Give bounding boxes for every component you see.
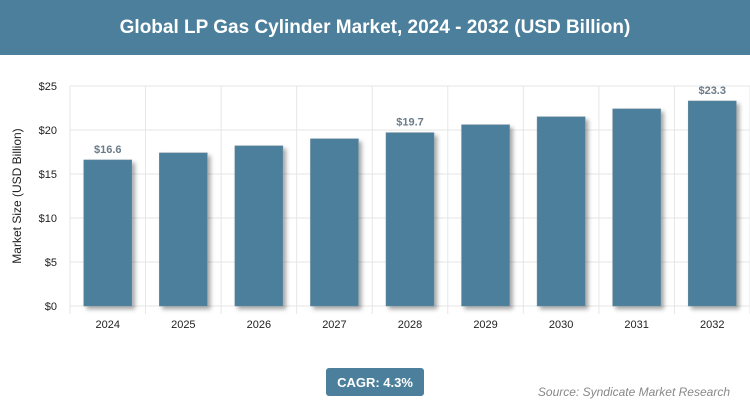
data-label: $23.3 [698, 85, 726, 97]
y-tick-label: $0 [45, 301, 57, 313]
x-tick-label: 2032 [700, 319, 724, 331]
bar-2030 [536, 116, 586, 307]
bar-2027 [310, 138, 359, 307]
x-tick-label: 2031 [624, 319, 648, 331]
bar-chart: Market Size (USD Billion) $0 $5 $10 $15 $20 $… [10, 81, 750, 331]
bar-2025 [159, 152, 208, 307]
bar-2032 [687, 100, 737, 307]
cagr-badge: CAGR: 4.3% [326, 368, 424, 396]
data-label: $16.6 [94, 144, 122, 156]
chart-title: Global LP Gas Cylinder Market, 2024 - 20… [0, 0, 750, 55]
x-tick-label: 2027 [322, 319, 346, 331]
bar-2024 [83, 159, 133, 307]
bar-2026 [234, 145, 284, 307]
bar-2028 [385, 132, 435, 307]
y-tick-label: $25 [39, 81, 57, 93]
source-note: Source: Syndicate Market Research [537, 385, 730, 399]
data-label: $19.7 [396, 117, 424, 129]
y-axis-label: Market Size (USD Billion) [10, 128, 24, 263]
bar-2031 [612, 108, 661, 307]
bar-2029 [461, 124, 510, 307]
x-tick-label: 2028 [398, 319, 422, 331]
x-tick-label: 2029 [473, 319, 497, 331]
y-tick-label: $10 [39, 213, 57, 225]
y-tick-label: $15 [39, 169, 57, 181]
y-tick-label: $5 [45, 257, 57, 269]
x-tick-label: 2024 [96, 319, 120, 331]
x-tick-label: 2026 [247, 319, 271, 331]
x-tick-label: 2025 [171, 319, 195, 331]
y-tick-label: $20 [39, 125, 57, 137]
x-tick-label: 2030 [549, 319, 573, 331]
